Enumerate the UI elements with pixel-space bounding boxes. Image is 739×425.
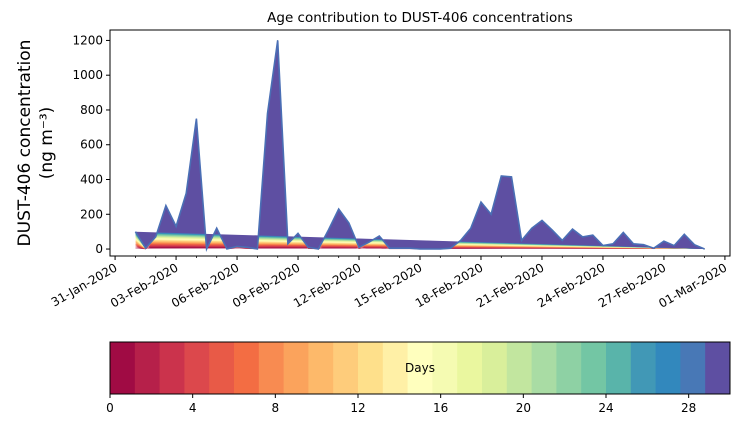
total-concentration-line xyxy=(134,40,705,253)
age-layer-13 xyxy=(135,40,705,250)
y-tick-label: 400 xyxy=(80,173,103,187)
y-tick-label: 200 xyxy=(80,207,103,221)
colorbar-segment xyxy=(432,342,458,394)
colorbar-segment xyxy=(159,342,185,394)
y-tick-label: 0 xyxy=(95,242,103,256)
age-layer-11 xyxy=(135,40,705,250)
colorbar-segment xyxy=(482,342,508,394)
age-layer-22 xyxy=(135,40,705,250)
colorbar-segment xyxy=(258,342,285,394)
colorbar-tick-label: 4 xyxy=(189,401,197,415)
x-axis: 31-Jan-202003-Feb-202006-Feb-202009-Feb-… xyxy=(49,256,729,311)
age-layer-1 xyxy=(135,40,705,250)
age-layer-4 xyxy=(135,40,705,250)
chart-title: Age contribution to DUST-406 concentrati… xyxy=(267,10,573,26)
colorbar-segment xyxy=(283,342,309,394)
x-tick-label: 21-Feb-2020 xyxy=(474,260,547,310)
age-layer-17 xyxy=(135,40,705,250)
y-axis: 0 200 400 600 800 1000 1200 xyxy=(72,33,110,256)
colorbar-segment xyxy=(134,342,161,394)
colorbar-segment xyxy=(184,342,210,394)
colorbar-segment xyxy=(209,342,235,394)
colorbar-segment xyxy=(407,342,433,394)
y-tick-label: 1200 xyxy=(72,33,103,47)
age-layer-24 xyxy=(135,40,705,250)
colorbar-segment xyxy=(234,342,260,394)
colorbar-tick-label: 28 xyxy=(681,401,696,415)
colorbar-tick-label: 12 xyxy=(350,401,365,415)
colorbar-segment xyxy=(308,342,334,394)
x-tick-label: 12-Feb-2020 xyxy=(291,260,364,310)
age-layer-16 xyxy=(135,40,705,250)
age-layer-19 xyxy=(135,40,705,250)
age-layer-12 xyxy=(135,40,705,250)
age-layer-2 xyxy=(135,40,705,250)
colorbar-frame xyxy=(109,341,731,395)
x-tick-label: 18-Feb-2020 xyxy=(413,260,486,310)
colorbar-segment xyxy=(110,342,136,394)
colorbar-tick-label: 0 xyxy=(106,401,114,415)
colorbar-label: Days xyxy=(405,361,435,375)
colorbar-tick-label: 24 xyxy=(598,401,613,415)
colorbar-segment xyxy=(556,342,582,394)
age-layer-14 xyxy=(135,40,705,250)
colorbar-segment xyxy=(531,342,557,394)
colorbar-segment xyxy=(457,342,483,394)
x-tick-label: 24-Feb-2020 xyxy=(535,260,608,310)
plot-area xyxy=(134,40,705,253)
age-layer-21 xyxy=(135,40,705,250)
colorbar-segment xyxy=(630,342,657,394)
colorbar-segment xyxy=(581,342,607,394)
age-layer-9 xyxy=(135,40,705,250)
x-tick-label: 09-Feb-2020 xyxy=(230,260,303,310)
colorbar-segment xyxy=(655,342,681,394)
age-layer-15 xyxy=(135,40,705,250)
y-tick-label: 800 xyxy=(80,103,103,117)
y-tick-label: 600 xyxy=(80,138,103,152)
colorbar-tick-label: 8 xyxy=(272,401,280,415)
colorbar-segment xyxy=(705,342,731,394)
age-layer-0 xyxy=(135,48,705,250)
colorbar-segment xyxy=(358,342,384,394)
age-layer-7 xyxy=(135,40,705,250)
y-tick-label: 1000 xyxy=(72,68,103,82)
colorbar-segment xyxy=(506,342,533,394)
colorbar-segment xyxy=(606,342,632,394)
x-tick-label: 15-Feb-2020 xyxy=(352,260,425,310)
colorbar-tick-label: 20 xyxy=(516,401,531,415)
x-tick-label: 31-Jan-2020 xyxy=(49,260,120,309)
age-layer-20 xyxy=(135,40,705,250)
y-axis-label-line1: DUST-406 concentration xyxy=(15,40,35,247)
x-tick-label: 01-Mar-2020 xyxy=(656,260,729,310)
age-layer-23 xyxy=(135,40,705,250)
colorbar-segment xyxy=(680,342,706,394)
colorbar-segment xyxy=(333,342,359,394)
age-layer-18 xyxy=(135,40,705,250)
age-layer-6 xyxy=(135,40,705,250)
age-layer-3 xyxy=(135,40,705,250)
age-layer-8 xyxy=(135,40,705,250)
x-tick-label: 03-Feb-2020 xyxy=(108,260,181,310)
colorbar-tick-label: 16 xyxy=(433,401,448,415)
y-axis-label-line2: (ng m⁻³) xyxy=(37,107,57,180)
x-tick-label: 06-Feb-2020 xyxy=(169,260,242,310)
x-tick-label: 27-Feb-2020 xyxy=(596,260,669,310)
colorbar-segment xyxy=(382,342,409,394)
age-layer-10 xyxy=(135,40,705,250)
age-layer-5 xyxy=(135,40,705,250)
colorbar: 0 4 8 12 16 20 24 28 xyxy=(106,341,731,415)
y-axis-label: DUST-406 concentration (ng m⁻³) xyxy=(15,40,57,247)
